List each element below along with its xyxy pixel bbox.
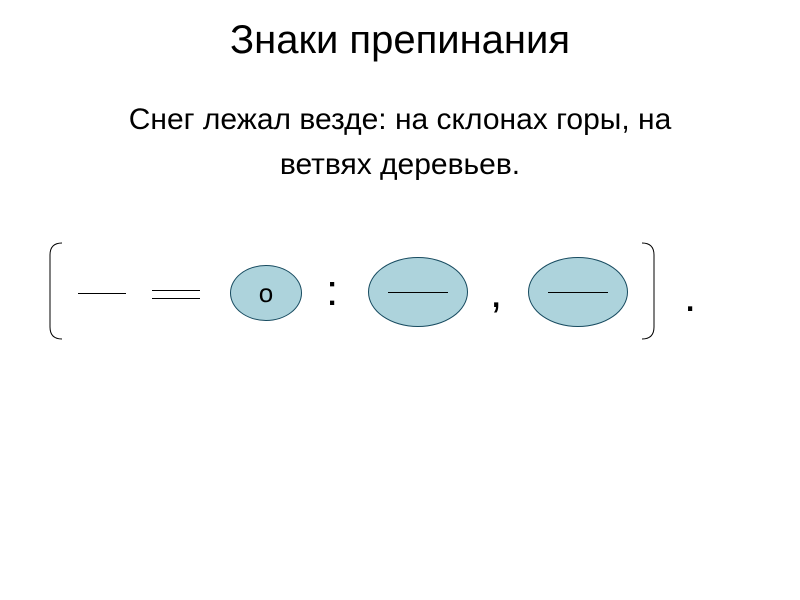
sentence-line-1: Снег лежал везде: на склонах горы, на [129,103,672,136]
page-title: Знаки препинания [0,0,800,63]
homogeneous-item-1 [368,257,468,327]
generalizing-word-letter: о [259,278,273,309]
generalizing-word-node: о [230,265,302,321]
slide: Знаки препинания Снег лежал везде: на ск… [0,0,800,600]
colon: : [326,269,338,313]
right-bracket-icon [642,241,656,341]
homogeneous-item-2 [528,257,628,327]
item-2-line [548,292,608,293]
example-sentence: Снег лежал везде: на склонах горы, на ве… [0,97,800,187]
period: . [684,275,696,319]
subject-placeholder [78,293,126,294]
sentence-line-2: ветвях деревьев. [280,148,520,181]
predicate-placeholder [152,290,200,306]
left-bracket-icon [48,241,62,341]
item-1-line [388,292,448,293]
sentence-scheme-diagram: о : , . [0,227,800,427]
comma: , [490,271,502,315]
